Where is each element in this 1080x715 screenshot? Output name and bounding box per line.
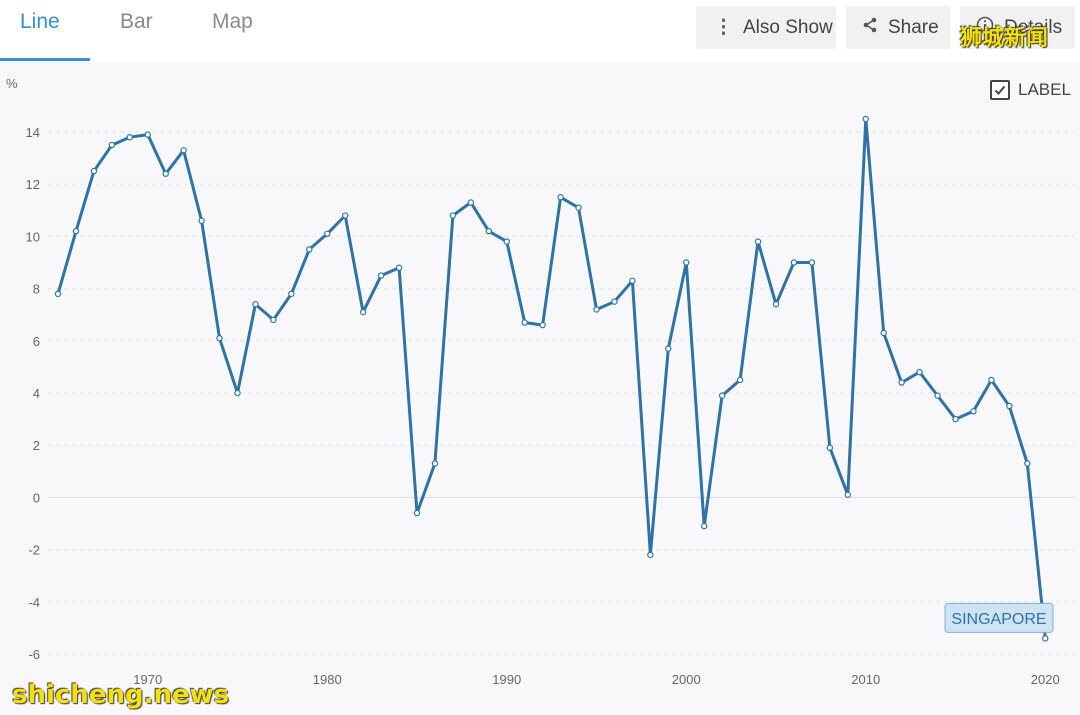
details-label: Details xyxy=(1004,16,1063,38)
chart-tabbar: Line Bar Map ⋮ Also Show Share Details xyxy=(0,0,1080,63)
info-icon xyxy=(976,16,994,40)
details-button[interactable]: Details xyxy=(960,6,1075,49)
chart-area xyxy=(0,62,1080,715)
tab-line[interactable]: Line xyxy=(20,10,60,33)
label-toggle-text: LABEL xyxy=(1018,80,1071,99)
also-show-label: Also Show xyxy=(743,16,833,38)
watermark-top: 狮城新闻 xyxy=(960,26,1049,51)
share-icon xyxy=(862,17,878,39)
checkmark-icon xyxy=(994,85,1006,95)
share-button[interactable]: Share xyxy=(846,6,950,49)
label-toggle[interactable]: LABEL xyxy=(990,80,1071,100)
tab-bar[interactable]: Bar xyxy=(120,10,153,33)
watermark-bottom: shicheng.news xyxy=(12,680,230,710)
share-label: Share xyxy=(888,16,939,38)
label-checkbox[interactable] xyxy=(990,80,1010,100)
more-vertical-icon: ⋮ xyxy=(714,17,733,38)
tab-map[interactable]: Map xyxy=(212,10,253,33)
also-show-button[interactable]: ⋮ Also Show xyxy=(696,6,836,49)
active-tab-indicator xyxy=(0,58,90,61)
